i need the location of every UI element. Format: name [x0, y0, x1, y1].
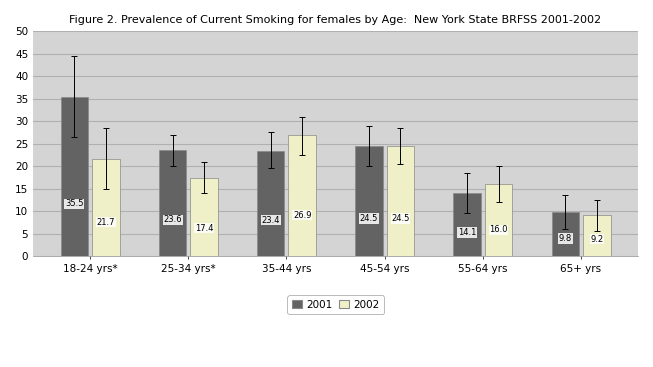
Bar — [387, 146, 414, 256]
Bar — [289, 135, 316, 256]
Bar — [92, 159, 119, 256]
Text: 9.8: 9.8 — [559, 234, 572, 243]
Text: 9.2: 9.2 — [590, 235, 603, 244]
Bar — [61, 97, 88, 256]
Text: 14.1: 14.1 — [458, 228, 476, 237]
Title: Figure 2. Prevalence of Current Smoking for females by Age:  New York State BRFS: Figure 2. Prevalence of Current Smoking … — [69, 15, 601, 25]
Bar — [583, 215, 611, 256]
Legend: 2001, 2002: 2001, 2002 — [287, 295, 384, 314]
Text: 35.5: 35.5 — [65, 199, 84, 208]
Text: 24.5: 24.5 — [360, 214, 378, 223]
Text: 23.4: 23.4 — [261, 215, 280, 225]
Text: 26.9: 26.9 — [293, 211, 311, 220]
Bar — [355, 146, 383, 256]
Text: 23.6: 23.6 — [163, 215, 182, 224]
Text: 16.0: 16.0 — [489, 225, 508, 235]
Bar — [190, 178, 217, 256]
Text: 21.7: 21.7 — [97, 218, 115, 227]
Text: 24.5: 24.5 — [391, 214, 409, 223]
Bar — [453, 193, 481, 256]
Text: 17.4: 17.4 — [195, 224, 214, 233]
Bar — [257, 151, 285, 256]
Bar — [552, 212, 579, 256]
Bar — [159, 150, 186, 256]
Bar — [485, 184, 513, 256]
